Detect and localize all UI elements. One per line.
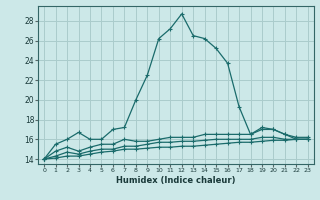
X-axis label: Humidex (Indice chaleur): Humidex (Indice chaleur) <box>116 176 236 185</box>
